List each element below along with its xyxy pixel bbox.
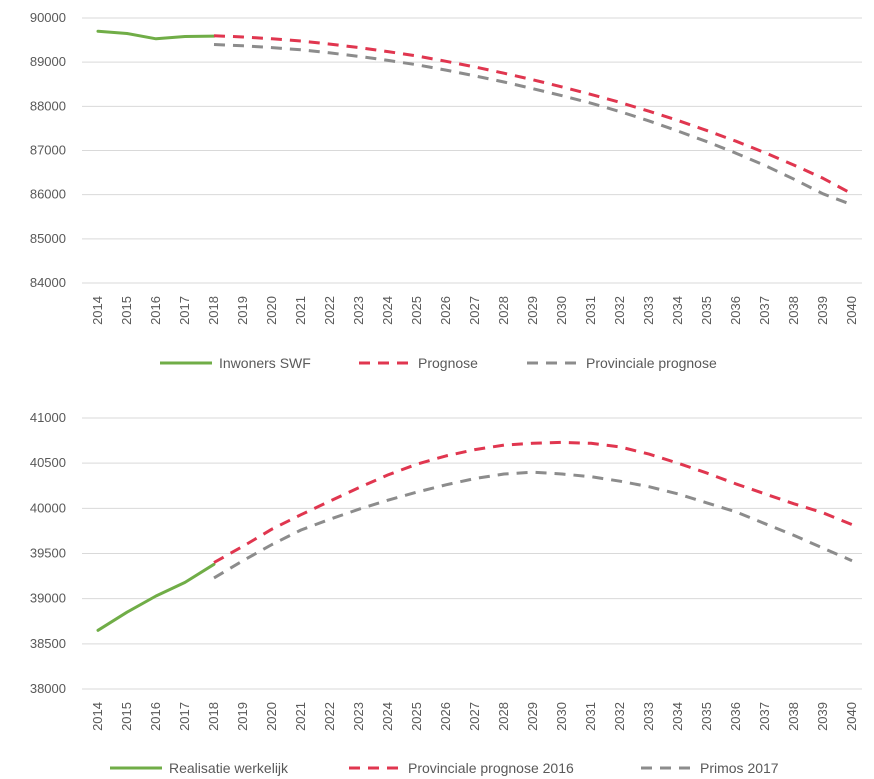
x-tick-label: 2025 (409, 296, 424, 325)
x-tick-label: 2020 (264, 296, 279, 325)
x-tick-label: 2020 (264, 702, 279, 731)
x-tick-label: 2039 (815, 702, 830, 731)
legend-item: Provinciale prognose 2016 (349, 760, 574, 776)
legend-item: Realisatie werkelijk (110, 760, 289, 776)
x-tick-label: 2029 (525, 296, 540, 325)
y-tick-label: 38500 (30, 636, 66, 651)
legend-item: Primos 2017 (641, 760, 779, 776)
legend: Realisatie werkelijk Provinciale prognose… (110, 760, 779, 776)
y-tick-label: 88000 (30, 98, 66, 113)
x-tick-label: 2017 (177, 296, 192, 325)
legend: Inwoners SWF Prognose Provinciale prognose (160, 355, 717, 371)
y-tick-label: 38000 (30, 681, 66, 696)
x-tick-label: 2014 (90, 702, 105, 731)
y-tick-label: 85000 (30, 231, 66, 246)
x-tick-label: 2018 (206, 702, 221, 731)
y-tick-label: 86000 (30, 187, 66, 202)
legend-item: Prognose (359, 355, 478, 371)
x-tick-label: 2030 (554, 702, 569, 731)
x-tick-label: 2033 (641, 702, 656, 731)
y-tick-label: 90000 (30, 10, 66, 25)
x-tick-label: 2032 (612, 702, 627, 731)
legend-label: Provinciale prognose (586, 355, 717, 371)
x-tick-label: 2031 (583, 296, 598, 325)
x-tick-label: 2019 (235, 296, 250, 325)
gridlines (82, 417, 862, 690)
legend-item: Provinciale prognose (527, 355, 717, 371)
y-tick-label: 39000 (30, 591, 66, 606)
x-tick-label: 2021 (293, 296, 308, 325)
population-chart: 90000 89000 88000 87000 86000 85000 84000 2014 2… (30, 10, 862, 371)
y-tick-label: 89000 (30, 54, 66, 69)
x-tick-label: 2036 (728, 702, 743, 731)
series-line-inwoners-swf (96, 29, 216, 41)
x-tick-label: 2021 (293, 702, 308, 731)
x-tick-label: 2038 (786, 296, 801, 325)
x-tick-label: 2017 (177, 702, 192, 731)
x-tick-label: 2035 (699, 702, 714, 731)
x-tick-label: 2035 (699, 296, 714, 325)
y-tick-label: 40500 (30, 455, 66, 470)
legend-item: Inwoners SWF (160, 355, 311, 371)
series-line-realisatie-werkelijk (96, 562, 216, 632)
x-tick-label: 2036 (728, 296, 743, 325)
x-tick-label: 2023 (351, 296, 366, 325)
y-tick-label: 39500 (30, 546, 66, 561)
legend-label: Prognose (418, 355, 478, 371)
series-line-primos-2017 (213, 470, 853, 580)
legend-label: Inwoners SWF (219, 355, 311, 371)
x-tick-label: 2040 (844, 702, 859, 731)
x-tick-label: 2016 (148, 702, 163, 731)
series-line-prognose (213, 34, 853, 196)
x-tick-label: 2026 (438, 702, 453, 731)
series-line-provinciale-prognose-2016 (213, 440, 853, 564)
x-tick-label: 2026 (438, 296, 453, 325)
x-tick-label: 2040 (844, 296, 859, 325)
legend-label: Realisatie werkelijk (169, 760, 289, 776)
x-tick-label: 2019 (235, 702, 250, 731)
x-tick-label: 2025 (409, 702, 424, 731)
x-tick-label: 2014 (90, 296, 105, 325)
y-tick-label: 40000 (30, 500, 66, 515)
x-tick-label: 2037 (757, 702, 772, 731)
gridlines (82, 17, 862, 284)
y-tick-label: 87000 (30, 143, 66, 158)
x-tick-label: 2018 (206, 296, 221, 325)
x-tick-label: 2027 (467, 702, 482, 731)
x-tick-label: 2039 (815, 296, 830, 325)
legend-label: Provinciale prognose 2016 (408, 760, 574, 776)
y-tick-label: 41000 (30, 410, 66, 425)
x-tick-label: 2034 (670, 702, 685, 731)
x-tick-label: 2015 (119, 702, 134, 731)
x-tick-label: 2022 (322, 296, 337, 325)
x-tick-label: 2028 (496, 296, 511, 325)
y-tick-label: 84000 (30, 275, 66, 290)
x-tick-label: 2027 (467, 296, 482, 325)
legend-label: Primos 2017 (700, 760, 779, 776)
x-tick-label: 2024 (380, 702, 395, 731)
x-tick-label: 2022 (322, 702, 337, 731)
x-tick-label: 2015 (119, 296, 134, 325)
series-line-provinciale-prognose (213, 43, 853, 207)
x-tick-label: 2030 (554, 296, 569, 325)
x-tick-label: 2031 (583, 702, 598, 731)
x-tick-label: 2029 (525, 702, 540, 731)
x-tick-label: 2037 (757, 296, 772, 325)
x-tick-label: 2038 (786, 702, 801, 731)
x-tick-label: 2016 (148, 296, 163, 325)
x-tick-label: 2032 (612, 296, 627, 325)
x-tick-label: 2023 (351, 702, 366, 731)
x-tick-label: 2034 (670, 296, 685, 325)
x-tick-label: 2024 (380, 296, 395, 325)
households-chart: 41000 40500 40000 39500 39000 38500 38000 2014 2… (30, 410, 862, 776)
x-tick-label: 2033 (641, 296, 656, 325)
x-tick-label: 2028 (496, 702, 511, 731)
